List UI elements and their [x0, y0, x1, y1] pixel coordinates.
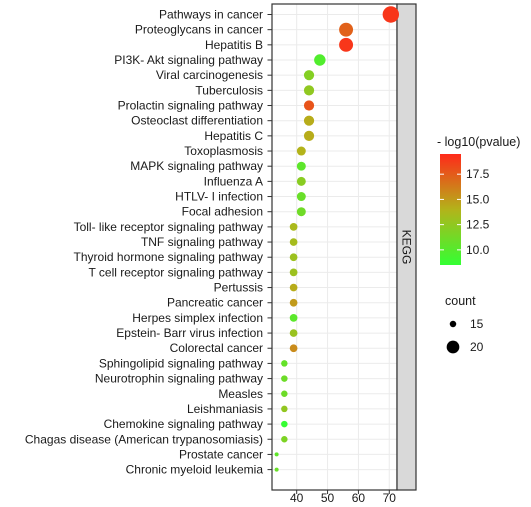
data-point [281, 390, 288, 397]
data-point [281, 360, 288, 367]
data-point [303, 115, 315, 126]
y-tick-label: Osteoclast differentiation [131, 114, 263, 128]
y-tick-label: Toll- like receptor signaling pathway [74, 220, 263, 234]
data-point [339, 22, 354, 37]
color-legend-ticks: 10.0 12.5 15.0 17.5 [440, 167, 490, 257]
data-point [289, 344, 298, 353]
color-legend-bar [440, 154, 461, 265]
y-tick-label: Chagas disease (American trypanosomiasis… [25, 432, 263, 446]
y-tick-label: Sphingolipid signaling pathway [99, 356, 263, 370]
y-tick-label: Pertussis [214, 281, 263, 295]
y-tick-label: Epstein- Barr virus infection [116, 326, 263, 340]
color-legend-tick-label: 17.5 [466, 167, 490, 181]
data-point [339, 37, 354, 52]
y-tick-label: PI3K- Akt signaling pathway [114, 53, 263, 67]
facet-strip: KEGG [396, 3, 417, 491]
y-tick-label: Prolactin signaling pathway [118, 99, 263, 113]
size-legend-key [449, 320, 457, 328]
data-point [303, 70, 315, 81]
y-tick-label: Pathways in cancer [159, 8, 263, 22]
y-tick-label: Leishmaniasis [187, 402, 263, 416]
y-tick-label: Tuberculosis [195, 83, 263, 97]
size-legend-label: 15 [470, 317, 484, 331]
facet-strip-label: KEGG [400, 230, 414, 265]
data-point [289, 268, 298, 277]
y-tick-label: Viral carcinogenesis [156, 68, 263, 82]
y-tick-label: T cell receptor signaling pathway [88, 265, 263, 279]
color-legend-tick-label: 12.5 [466, 218, 490, 232]
data-point [289, 283, 298, 292]
data-point [289, 223, 298, 231]
data-point [296, 161, 306, 171]
size-legend-key [446, 340, 460, 354]
y-tick-label: Proteoglycans in cancer [135, 23, 263, 37]
y-tick-label: HTLV- I infection [175, 190, 263, 204]
y-tick-label: TNF signaling pathway [141, 235, 263, 249]
data-point [296, 207, 306, 217]
facet-strip-background [396, 3, 417, 491]
size-legend-label: 20 [470, 340, 484, 354]
data-point [303, 85, 315, 96]
y-tick-label: Toxoplasmosis [184, 144, 263, 158]
data-point [382, 6, 400, 23]
data-point [314, 54, 326, 66]
color-legend-tick-label: 10.0 [466, 243, 490, 257]
y-tick-label: Chemokine signaling pathway [104, 417, 263, 431]
data-point [274, 467, 279, 472]
data-point [296, 146, 306, 156]
y-tick-label: MAPK signaling pathway [130, 159, 263, 173]
data-point [281, 436, 288, 443]
data-points [274, 6, 400, 472]
x-tick-label: 50 [321, 491, 335, 505]
data-point [296, 176, 306, 186]
x-axis: 40 50 60 70 [290, 490, 396, 505]
plot-panel-border [271, 3, 398, 491]
y-tick-label: Neurotrophin signaling pathway [95, 372, 263, 386]
y-tick-label: Prostate cancer [179, 447, 263, 461]
y-tick-label: Colorectal cancer [170, 341, 263, 355]
y-tick-label: Chronic myeloid leukemia [126, 463, 264, 477]
data-point [303, 100, 315, 111]
y-tick-label: Influenza A [204, 174, 263, 188]
x-tick-label: 60 [352, 491, 366, 505]
gridlines [272, 4, 397, 490]
y-tick-label: Measles [218, 387, 263, 401]
data-point [281, 375, 288, 382]
data-point [289, 298, 298, 307]
y-tick-label: Hepatitis B [205, 38, 263, 52]
y-tick-label: Thyroid hormone signaling pathway [74, 250, 263, 264]
data-point [289, 253, 298, 262]
size-legend-title: count [445, 294, 476, 308]
data-point [289, 314, 298, 322]
y-tick-label: Herpes simplex infection [132, 311, 263, 325]
y-tick-label: Hepatitis C [204, 129, 263, 143]
data-point [296, 192, 306, 202]
color-legend-title: - log10(pvalue) [437, 135, 520, 149]
y-tick-label: Focal adhesion [182, 205, 263, 219]
data-point [303, 130, 315, 141]
y-tick-label: Pancreatic cancer [167, 296, 263, 310]
color-legend-tick-label: 15.0 [466, 192, 490, 206]
data-point [289, 238, 298, 246]
x-tick-label: 40 [290, 491, 304, 505]
data-point [274, 452, 279, 457]
color-legend: - log10(pvalue) 10.0 12.5 15.0 17.5 [437, 135, 520, 265]
data-point [281, 420, 288, 428]
data-point [289, 329, 298, 337]
x-tick-label: 70 [383, 491, 397, 505]
data-point [281, 405, 288, 413]
